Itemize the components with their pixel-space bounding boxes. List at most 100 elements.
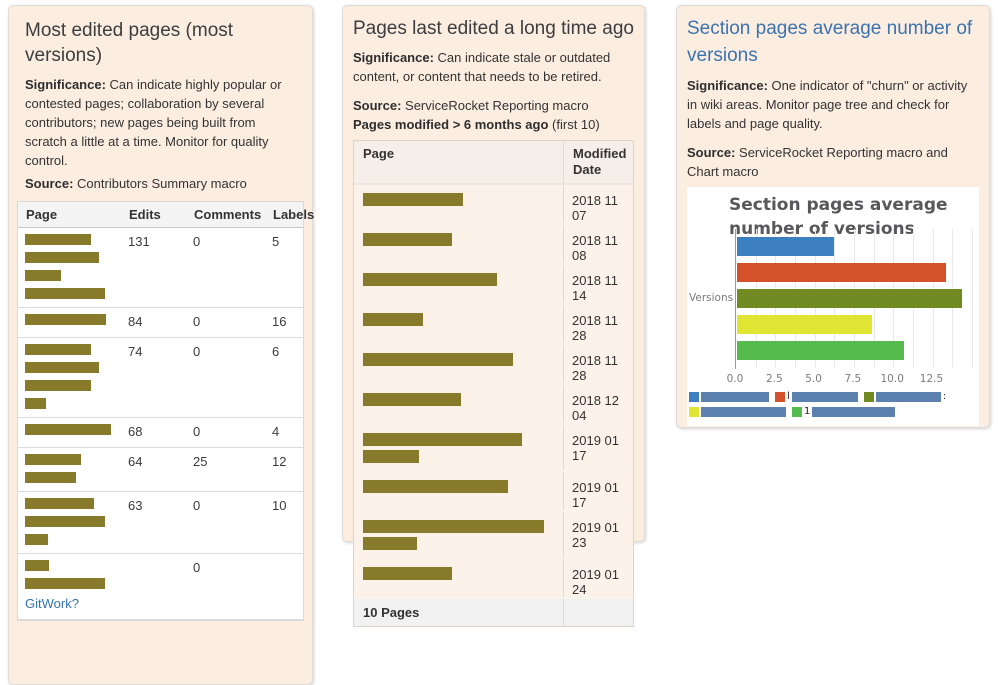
- page-cell: [25, 234, 128, 299]
- legend-text-fragment: 1: [804, 405, 811, 417]
- redacted-legend-label: [791, 391, 858, 402]
- table-row: 131 0 5: [18, 228, 303, 308]
- redacted-page-link[interactable]: [25, 380, 91, 391]
- significance-text: Significance: Can indicate highly popula…: [25, 77, 282, 168]
- redacted-page-link[interactable]: [25, 516, 105, 527]
- table-row: 2018 11 08: [354, 225, 633, 265]
- cell-edits: 64: [128, 454, 143, 469]
- redacted-page-link[interactable]: [363, 480, 508, 493]
- legend-item: l: [775, 390, 858, 402]
- cell-labels: 6: [272, 344, 280, 359]
- cell-edits: 63: [128, 498, 143, 513]
- redacted-page-link[interactable]: [363, 450, 419, 463]
- source-text: Source: ServiceRocket Reporting macro an…: [687, 145, 948, 179]
- redacted-page-link[interactable]: [363, 433, 522, 446]
- most-edited-table-body: 131 0 5 84 0 16 74 0 6 68 0 4 64 25 12 63 0 10 GitWork? 0: [18, 228, 303, 620]
- chart-title: Section pages average number of versions: [729, 195, 948, 239]
- legend-swatch: [775, 391, 785, 402]
- column-header-page: Page: [26, 207, 58, 222]
- redacted-page-link[interactable]: [363, 233, 452, 246]
- redacted-page-link[interactable]: [25, 534, 48, 545]
- legend-text-fragment: l: [787, 390, 790, 402]
- most-edited-table: Page Edits Comments Labels 131 0 5 84 0 16 74 0…: [17, 201, 314, 621]
- table-row: 2018 11 28: [354, 305, 633, 345]
- redacted-page-link[interactable]: [25, 424, 111, 435]
- redacted-page-link[interactable]: [25, 234, 91, 245]
- page-cell: [354, 472, 563, 510]
- cell-modified-date: 2019 01 17: [563, 472, 633, 510]
- redacted-page-link[interactable]: [363, 520, 544, 533]
- table-row: 2019 01 17: [354, 472, 633, 512]
- redacted-page-link[interactable]: [363, 313, 423, 326]
- column-header-page: Page: [363, 146, 395, 161]
- redacted-page-link[interactable]: [25, 252, 99, 263]
- page-cell: [354, 425, 563, 470]
- axis-tick-label: 7.5: [844, 373, 862, 385]
- table-row: 68 0 4: [18, 418, 303, 448]
- cell-modified-date: 2018 11 28: [563, 345, 633, 383]
- page-cell: [25, 344, 128, 409]
- legend-item: :: [863, 391, 946, 402]
- chart-bar: [737, 289, 962, 308]
- table-row: 2018 11 28: [354, 345, 633, 385]
- panel-title: Most edited pages (most versions): [25, 20, 234, 66]
- redacted-page-link[interactable]: [25, 560, 49, 571]
- chart-plot-area: [735, 229, 976, 369]
- chart-legend: l: 1: [689, 391, 946, 421]
- page-cell: [25, 454, 128, 483]
- cell-comments: 0: [193, 424, 201, 439]
- redacted-page-link[interactable]: [363, 393, 461, 406]
- redacted-page-link[interactable]: [25, 288, 105, 299]
- legend-item: [689, 391, 769, 402]
- redacted-page-link[interactable]: [25, 270, 61, 281]
- cell-modified-date: 2018 12 04: [563, 385, 633, 423]
- table-row: 64 25 12: [18, 448, 303, 492]
- clipped-page-link[interactable]: GitWork?: [25, 596, 79, 611]
- row-count: 10 Pages: [363, 605, 420, 620]
- page-cell: [354, 185, 563, 223]
- panel-title-link[interactable]: Section pages average number of versions: [687, 18, 973, 66]
- redacted-page-link[interactable]: [363, 273, 497, 286]
- redacted-page-link[interactable]: [25, 472, 76, 483]
- axis-tick-label: 10.0: [880, 373, 904, 385]
- cell-labels: 5: [272, 234, 280, 249]
- legend-swatch: [689, 391, 699, 402]
- redacted-page-link[interactable]: [25, 454, 81, 465]
- table-row: 2019 01 24: [354, 559, 633, 599]
- redacted-legend-label: [701, 391, 769, 402]
- table-row: 2019 01 23: [354, 512, 633, 559]
- cell-comments: 25: [193, 454, 208, 469]
- redacted-page-link[interactable]: [25, 344, 91, 355]
- cell-modified-date: 2018 11 28: [563, 305, 633, 343]
- redacted-legend-label: [701, 406, 786, 417]
- cell-labels: 10: [272, 498, 287, 513]
- redacted-page-link[interactable]: [25, 398, 46, 409]
- cell-comments: 0: [193, 344, 201, 359]
- axis-tick-label: 12.5: [919, 373, 944, 385]
- source-text: Source: Contributors Summary macro: [25, 176, 247, 191]
- redacted-page-link[interactable]: [363, 537, 417, 550]
- column-header-modified-date: Modified Date: [563, 141, 633, 183]
- redacted-page-link[interactable]: [25, 578, 105, 589]
- cell-labels: 16: [272, 314, 287, 329]
- redacted-page-link[interactable]: [363, 567, 452, 580]
- cell-edits: 84: [128, 314, 143, 329]
- redacted-page-link[interactable]: [363, 353, 513, 366]
- chart-gridline: [971, 229, 973, 367]
- chart-bar: [737, 315, 873, 334]
- table-header-row: Page Edits Comments Labels: [18, 202, 314, 228]
- redacted-page-link[interactable]: [25, 498, 94, 509]
- table-header-row: Page Modified Date: [354, 141, 633, 185]
- chart-y-axis-label: Versions: [689, 292, 734, 304]
- chart-bar: [737, 237, 835, 256]
- cell-edits: [128, 560, 193, 611]
- chart-bars: [737, 237, 962, 360]
- table-row: 2019 01 17: [354, 425, 633, 472]
- cell-modified-date: 2019 01 23: [563, 512, 633, 557]
- redacted-page-link[interactable]: [363, 193, 463, 206]
- redacted-page-link[interactable]: [25, 362, 99, 373]
- redacted-page-link[interactable]: [25, 314, 106, 325]
- legend-row: l:: [689, 391, 946, 402]
- legend-swatch: [689, 406, 699, 417]
- page-cell: [25, 314, 128, 329]
